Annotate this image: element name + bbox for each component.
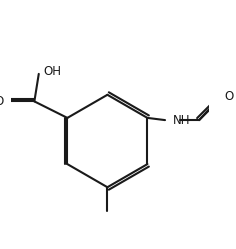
Text: O: O bbox=[224, 90, 234, 104]
Text: OH: OH bbox=[43, 65, 61, 78]
Text: NH: NH bbox=[173, 114, 190, 126]
Text: O: O bbox=[0, 95, 3, 108]
